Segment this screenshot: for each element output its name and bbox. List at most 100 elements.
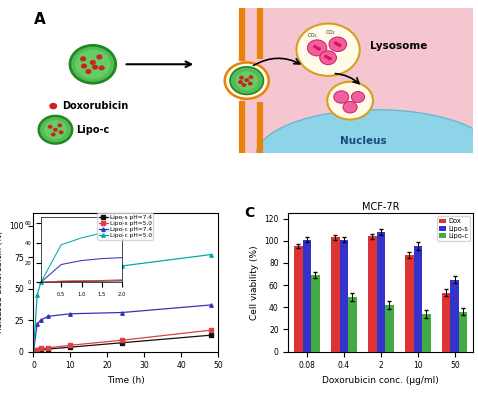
Y-axis label: Released doxorubicin (%): Released doxorubicin (%)	[0, 231, 4, 333]
Legend: Lipo-s pH=7.4, Lipo-s pH=5.0, Lipo-c pH=7.4, Lipo-c pH=5.0: Lipo-s pH=7.4, Lipo-s pH=5.0, Lipo-c pH=…	[98, 213, 153, 240]
Lipo-c pH=7.4	[120, 310, 125, 315]
Circle shape	[313, 45, 317, 48]
Bar	[340, 240, 348, 352]
Lipo-c pH=7.4	[31, 349, 36, 354]
Bar	[33, 8, 240, 153]
Lipo-s pH=7.4	[38, 347, 43, 352]
Circle shape	[334, 91, 349, 103]
Circle shape	[351, 92, 365, 102]
Bar	[422, 314, 431, 352]
Lipo-s pH=5.0	[45, 345, 51, 350]
Circle shape	[44, 120, 67, 139]
Line: Lipo-s pH=5.0: Lipo-s pH=5.0	[32, 328, 213, 353]
Lipo-c pH=7.4	[208, 303, 214, 307]
Bar	[405, 255, 413, 352]
Bar	[413, 246, 422, 352]
Circle shape	[327, 82, 373, 120]
Y-axis label: Cell viability (%): Cell viability (%)	[250, 245, 259, 320]
Circle shape	[337, 44, 342, 47]
Circle shape	[249, 75, 253, 79]
Circle shape	[336, 43, 340, 46]
Lipo-c pH=5.0	[67, 267, 73, 272]
Circle shape	[75, 50, 110, 79]
Circle shape	[320, 51, 337, 65]
Lipo-c pH=5.0	[31, 349, 36, 354]
Circle shape	[90, 60, 96, 65]
Lipo-c pH=5.0	[45, 274, 51, 278]
Circle shape	[51, 132, 55, 136]
Lipo-c pH=7.4	[38, 318, 43, 322]
Bar	[442, 293, 450, 352]
Bar	[331, 237, 340, 352]
Circle shape	[48, 125, 53, 129]
Bar	[311, 275, 320, 352]
Bar	[348, 297, 357, 352]
Circle shape	[329, 37, 347, 51]
Text: Lipo-c: Lipo-c	[76, 125, 109, 135]
Text: Nucleus: Nucleus	[340, 135, 387, 146]
Circle shape	[307, 40, 327, 56]
Lipo-s pH=7.4	[34, 348, 40, 353]
Circle shape	[334, 41, 337, 45]
Lipo-s pH=5.0	[67, 343, 73, 348]
Bar	[459, 312, 467, 352]
Text: Lysosome: Lysosome	[370, 41, 427, 51]
Circle shape	[241, 83, 246, 87]
Line: Lipo-c pH=7.4: Lipo-c pH=7.4	[32, 303, 213, 353]
Circle shape	[86, 69, 91, 74]
Bar	[450, 280, 459, 352]
Circle shape	[225, 62, 269, 99]
Text: A: A	[34, 12, 46, 27]
Circle shape	[244, 78, 249, 82]
Circle shape	[49, 103, 57, 109]
Lipo-s pH=5.0	[34, 347, 40, 352]
Circle shape	[59, 130, 64, 134]
Circle shape	[235, 71, 258, 90]
Circle shape	[81, 64, 87, 69]
Circle shape	[296, 24, 360, 76]
Circle shape	[97, 55, 102, 60]
Circle shape	[328, 57, 332, 60]
Text: CO₂: CO₂	[326, 30, 335, 35]
Lipo-c pH=7.4	[34, 322, 40, 326]
Circle shape	[230, 67, 263, 94]
Lipo-s pH=7.4	[31, 349, 36, 354]
Circle shape	[315, 46, 319, 49]
Circle shape	[98, 65, 105, 70]
Circle shape	[80, 56, 86, 61]
Title: MCF-7R: MCF-7R	[362, 202, 400, 212]
Circle shape	[248, 81, 253, 86]
Circle shape	[343, 102, 357, 113]
Circle shape	[326, 56, 330, 59]
Lipo-c pH=5.0	[38, 280, 43, 285]
Lipo-s pH=5.0	[31, 349, 36, 354]
Text: Doxorubicin: Doxorubicin	[62, 101, 128, 111]
Lipo-s pH=5.0	[120, 338, 125, 342]
Legend: Dox, Lipo-s, Lipo-c: Dox, Lipo-s, Lipo-c	[437, 216, 470, 241]
Circle shape	[57, 123, 62, 127]
Lipo-s pH=7.4	[208, 333, 214, 338]
Lipo-c pH=5.0	[34, 293, 40, 297]
Lipo-s pH=7.4	[67, 345, 73, 350]
Circle shape	[39, 116, 72, 143]
Ellipse shape	[256, 110, 478, 204]
Bar	[240, 8, 473, 153]
Bar	[385, 305, 393, 352]
Bar	[368, 236, 377, 352]
X-axis label: Time (h): Time (h)	[107, 376, 145, 385]
Circle shape	[53, 128, 58, 132]
Lipo-s pH=5.0	[38, 346, 43, 351]
Lipo-c pH=5.0	[208, 252, 214, 257]
Lipo-c pH=7.4	[45, 314, 51, 319]
Lipo-s pH=5.0	[208, 328, 214, 333]
Circle shape	[70, 45, 116, 83]
Bar	[294, 246, 303, 352]
Lipo-s pH=7.4	[45, 347, 51, 352]
Line: Lipo-c pH=5.0: Lipo-c pH=5.0	[32, 253, 213, 353]
Text: CO₂: CO₂	[308, 34, 317, 38]
Line: Lipo-s pH=7.4: Lipo-s pH=7.4	[32, 333, 213, 353]
Circle shape	[238, 80, 243, 84]
Lipo-c pH=7.4	[67, 311, 73, 316]
Text: C: C	[244, 206, 254, 220]
Circle shape	[317, 47, 321, 51]
